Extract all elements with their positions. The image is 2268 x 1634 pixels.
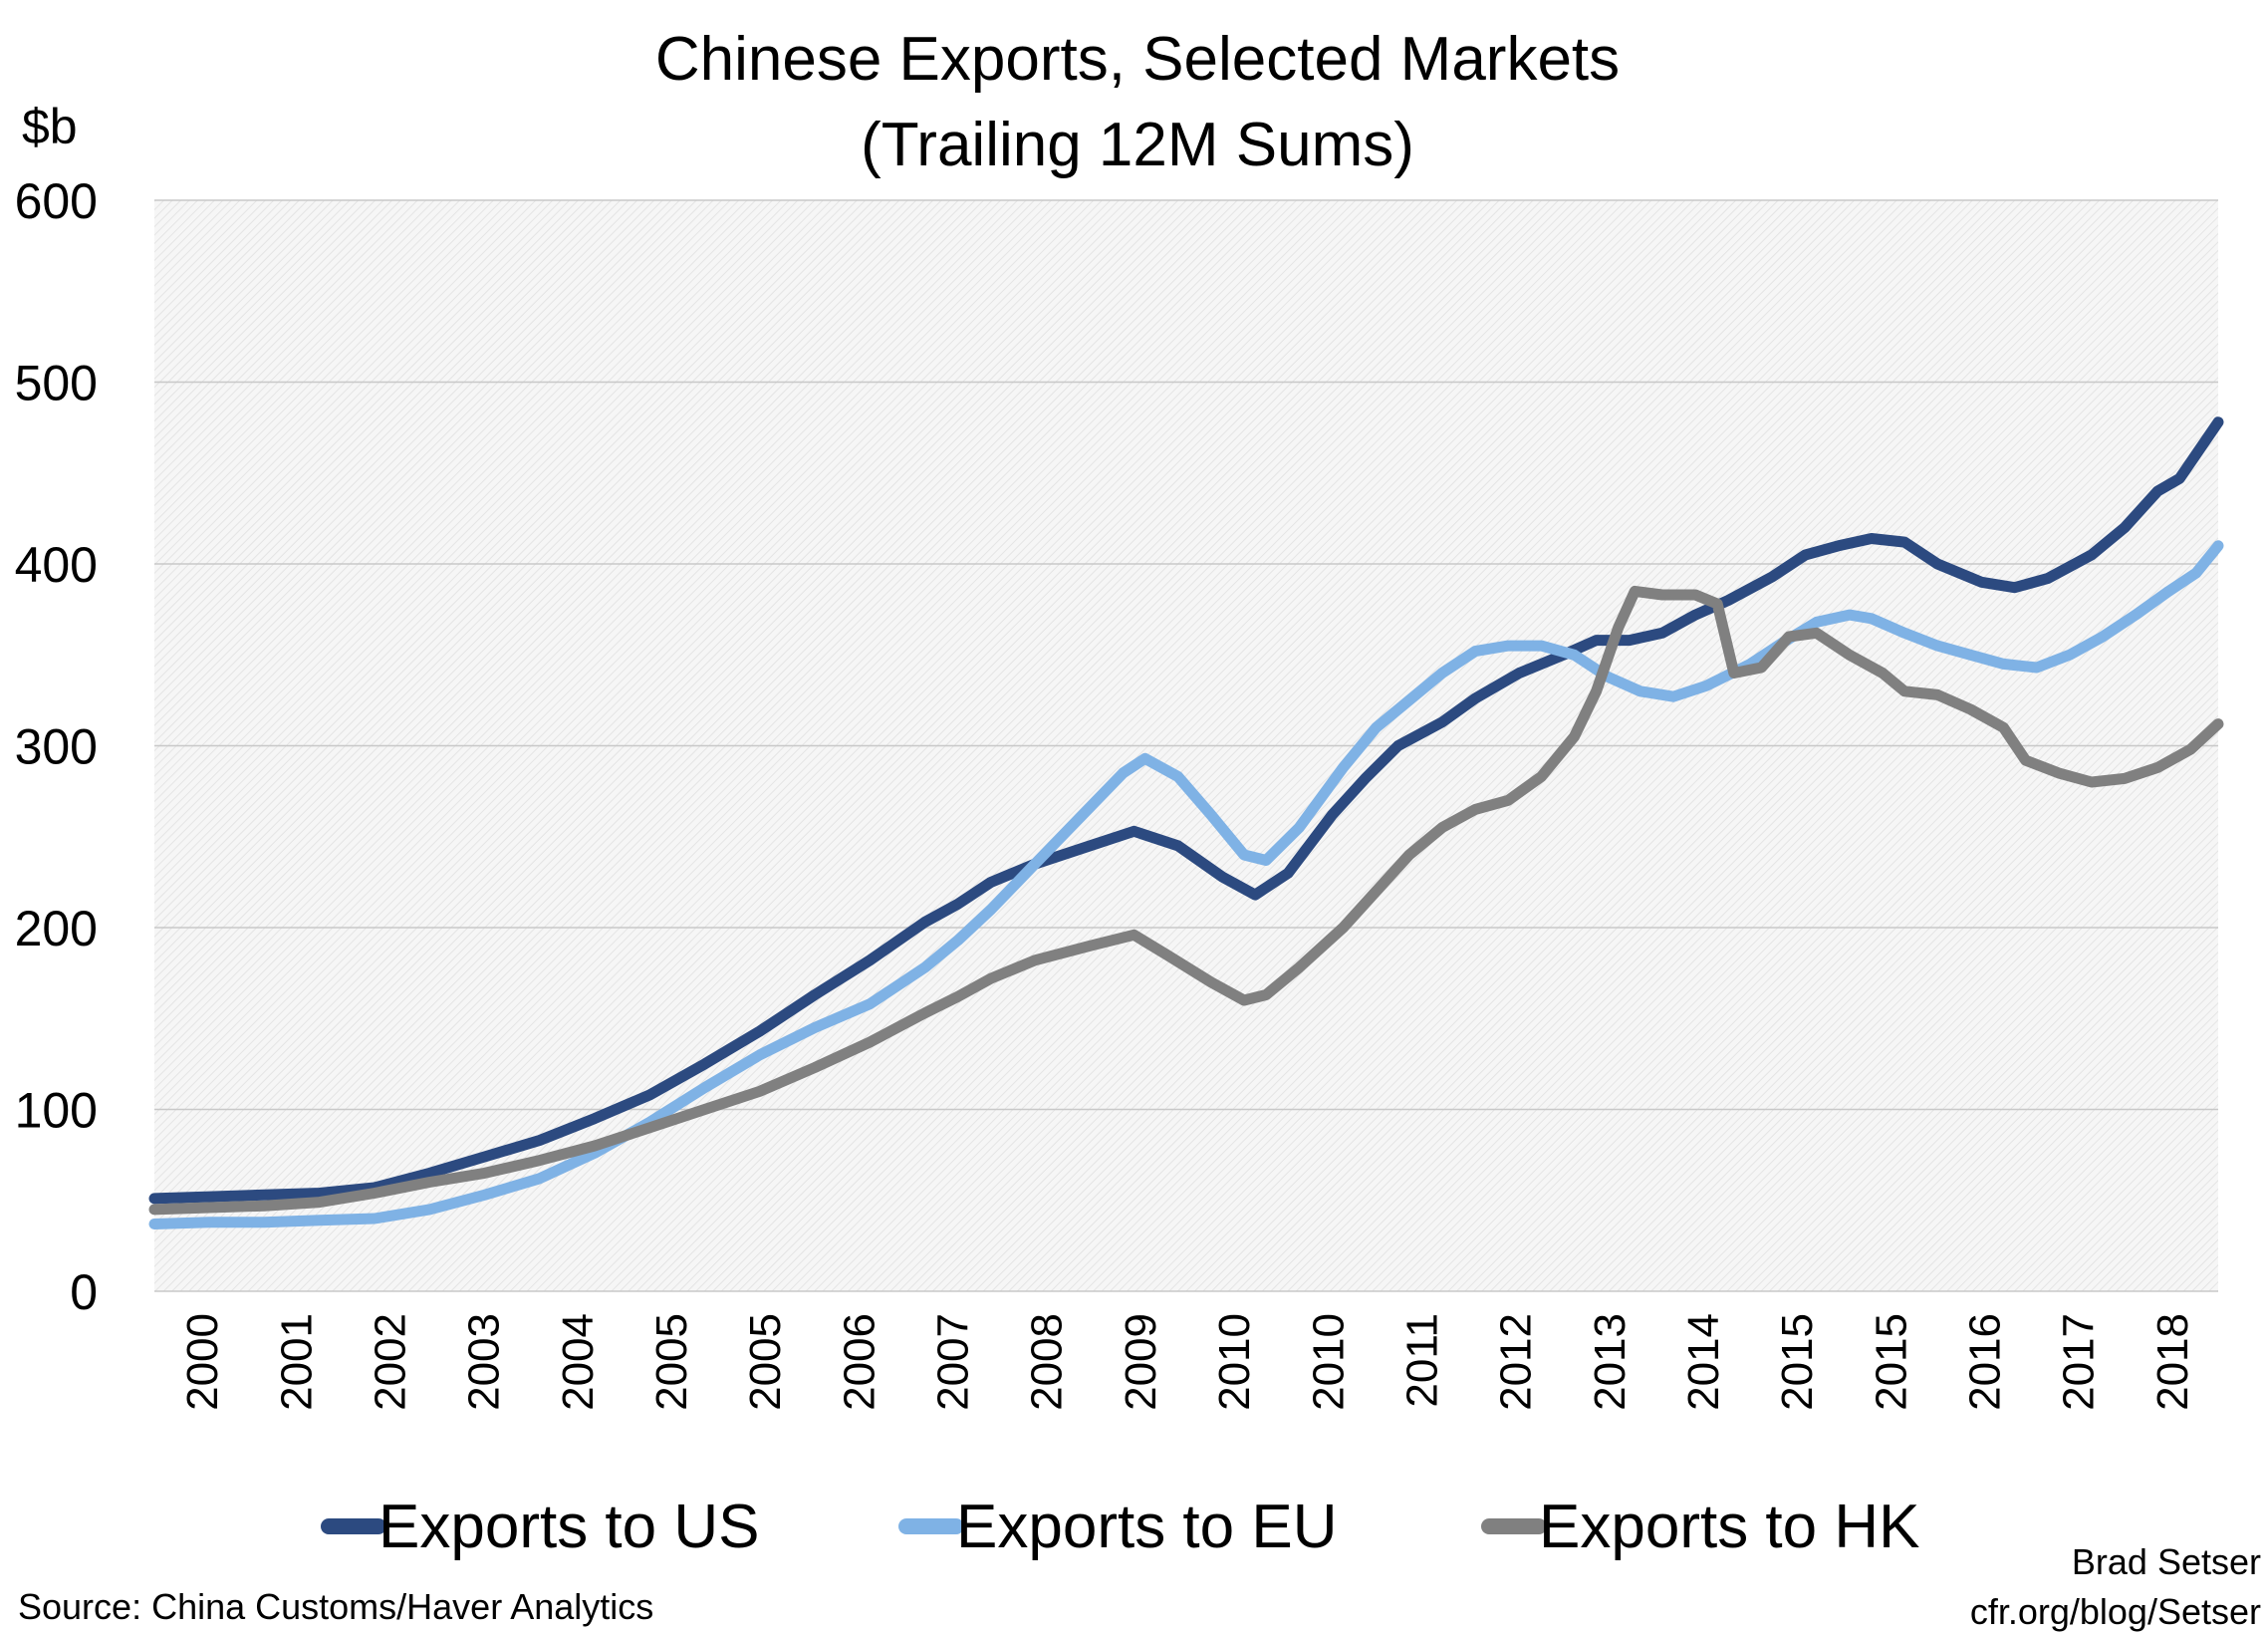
chart-subtitle: (Trailing 12M Sums) — [861, 111, 1414, 179]
series-lines — [148, 416, 2224, 1229]
y-tick-label: 300 — [15, 719, 98, 775]
legend-label-exports-to-hk: Exports to HK — [1539, 1493, 1919, 1561]
legend-label-exports-to-eu: Exports to EU — [956, 1493, 1337, 1561]
y-tick-label: 200 — [15, 901, 98, 956]
x-tick-label: 2012 — [1492, 1313, 1541, 1411]
x-tick-label: 2014 — [1679, 1313, 1728, 1411]
x-tick-label: 2006 — [835, 1313, 883, 1411]
series-line-exports-to-hk — [148, 585, 2224, 1216]
x-tick-label: 2004 — [554, 1313, 603, 1411]
y-axis-unit-label: $b — [22, 99, 78, 154]
x-tick-label: 2010 — [1210, 1313, 1259, 1411]
gridlines — [154, 199, 2218, 1292]
x-tick-label: 2013 — [1586, 1313, 1635, 1411]
x-tick-label: 2015 — [1773, 1313, 1822, 1411]
credit-author: Brad Setser — [2072, 1541, 2261, 1582]
legend-label-exports-to-us: Exports to US — [378, 1493, 759, 1561]
x-tick-label: 2018 — [2148, 1313, 2197, 1411]
legend: Exports to US Exports to EU Exports to H… — [321, 1493, 1919, 1561]
x-tick-label: 2005 — [647, 1313, 696, 1411]
credit-url: cfr.org/blog/Setser — [1970, 1591, 2261, 1632]
x-tick-label: 2005 — [741, 1313, 790, 1411]
source-note: Source: China Customs/Haver Analytics — [18, 1586, 653, 1627]
x-tick-label: 2009 — [1117, 1313, 1165, 1411]
y-tick-label: 0 — [70, 1264, 98, 1320]
y-axis-ticks: 0 100 200 300 400 500 600 — [15, 173, 98, 1320]
x-tick-label: 2002 — [366, 1313, 414, 1411]
x-tick-label: 2016 — [1961, 1313, 2010, 1411]
y-tick-label: 600 — [15, 173, 98, 229]
series-line-exports-to-us — [148, 416, 2224, 1205]
y-tick-label: 100 — [15, 1083, 98, 1139]
x-tick-label: 2003 — [460, 1313, 509, 1411]
x-tick-label: 2017 — [2055, 1313, 2104, 1411]
x-axis-ticks: 2000 2001 2002 2003 2004 2005 2005 2006 2007 2008… — [178, 1313, 2197, 1411]
x-tick-label: 2007 — [929, 1313, 978, 1411]
y-tick-label: 500 — [15, 356, 98, 411]
x-tick-label: 2015 — [1867, 1313, 1915, 1411]
y-tick-label: 400 — [15, 537, 98, 593]
x-tick-label: 2001 — [272, 1313, 321, 1411]
x-tick-label: 2000 — [178, 1313, 227, 1411]
chart-title: Chinese Exports, Selected Markets — [655, 25, 1620, 94]
x-tick-label: 2008 — [1023, 1313, 1072, 1411]
x-tick-label: 2011 — [1397, 1313, 1446, 1408]
x-tick-label: 2010 — [1304, 1313, 1353, 1411]
